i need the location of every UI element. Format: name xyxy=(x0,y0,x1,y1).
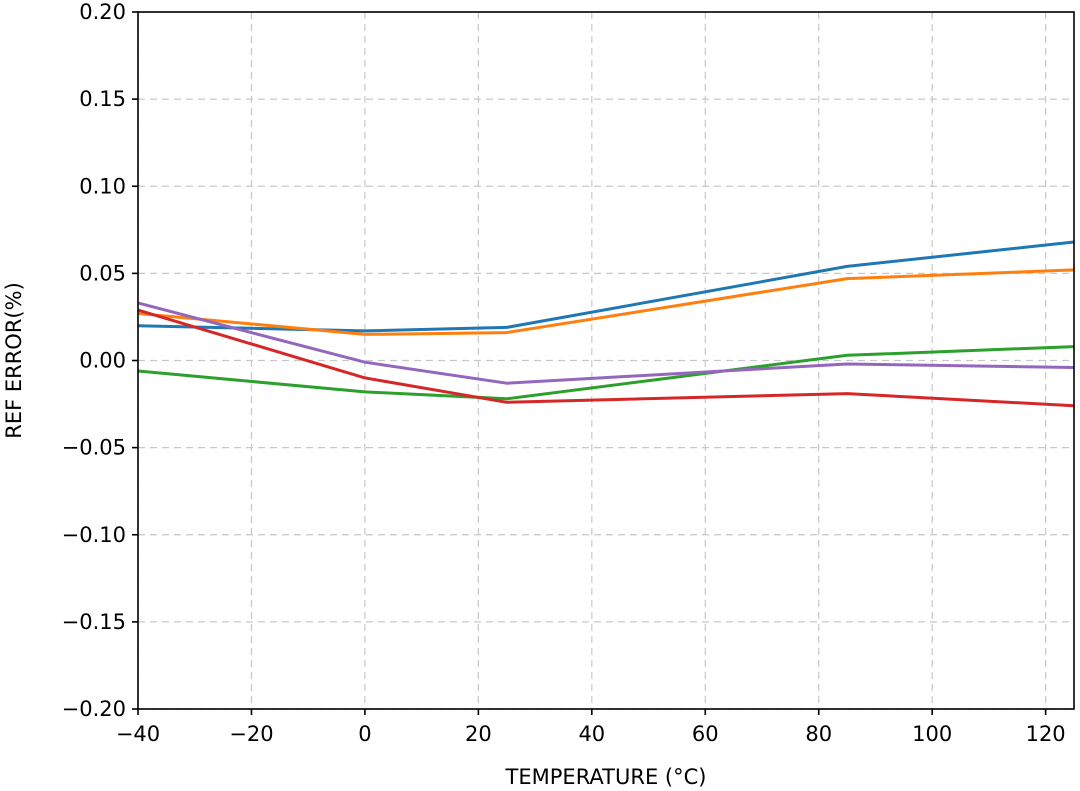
series-lines xyxy=(138,240,1074,408)
x-tick-label: 80 xyxy=(805,722,832,746)
series-line-1 xyxy=(138,240,1074,333)
y-tick-label: −0.05 xyxy=(62,436,126,460)
x-tick-label: 0 xyxy=(358,722,371,746)
grid xyxy=(137,11,1074,710)
series-line-3 xyxy=(138,345,1074,401)
y-tick-label: 0.05 xyxy=(79,261,126,285)
y-axis-title: REF ERROR(%) xyxy=(2,282,26,439)
y-tick-label: 0.00 xyxy=(79,349,126,373)
y-tick-label: −0.15 xyxy=(62,610,126,634)
x-tick-label: 20 xyxy=(465,722,492,746)
y-tick-label: −0.20 xyxy=(62,697,126,721)
x-tick-label: 60 xyxy=(692,722,719,746)
series-line-4 xyxy=(138,308,1074,408)
series-line-5 xyxy=(138,301,1074,385)
axis-ticks: −40 −20 0 20 40 60 80 100 120 −0.20 −0.15 −0.10 −0.0… xyxy=(62,0,1066,746)
y-tick-label: 0.10 xyxy=(79,174,126,198)
x-tick-label: −20 xyxy=(229,722,273,746)
x-tick-label: 120 xyxy=(1026,722,1066,746)
x-tick-label: −40 xyxy=(116,722,160,746)
y-tick-label: 0.20 xyxy=(79,0,126,24)
y-tick-label: −0.10 xyxy=(62,523,126,547)
x-tick-label: 40 xyxy=(578,722,605,746)
x-tick-label: 100 xyxy=(912,722,952,746)
x-axis-title: TEMPERATURE (°C) xyxy=(505,765,707,789)
series-line-2 xyxy=(138,268,1074,336)
y-tick-label: 0.15 xyxy=(79,87,126,111)
